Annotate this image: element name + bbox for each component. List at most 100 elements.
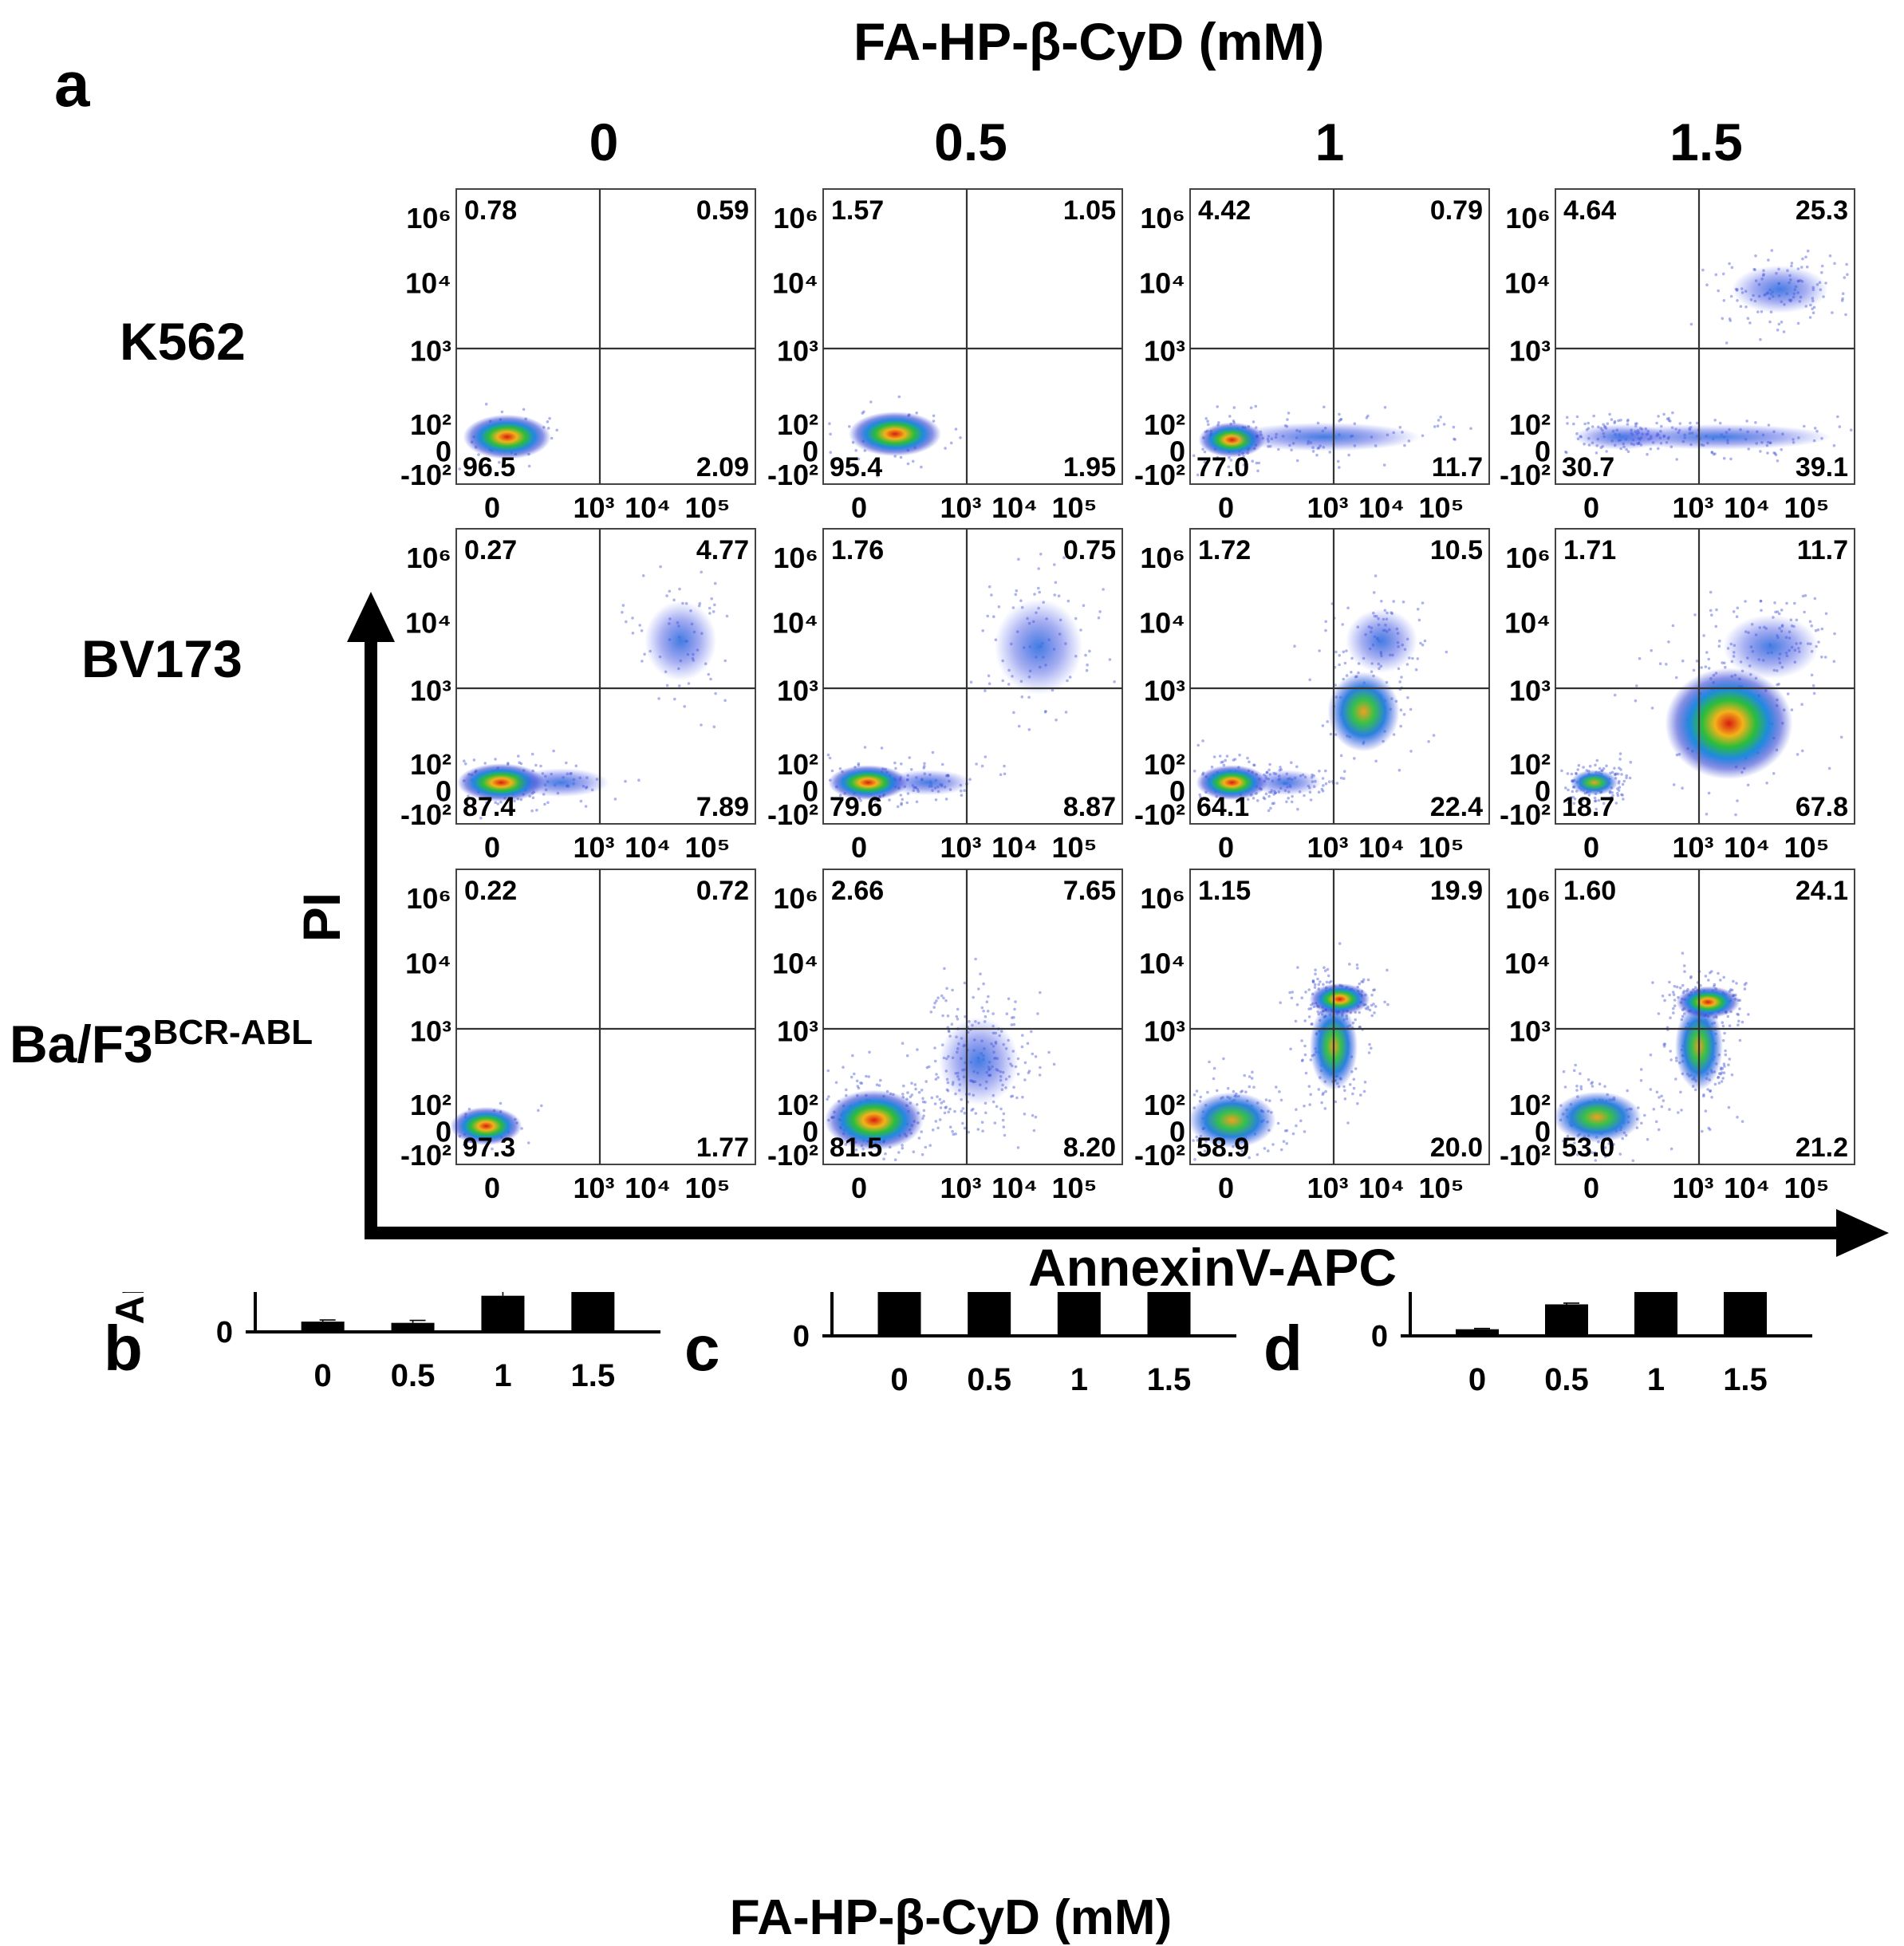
flow-y-tick: 0 bbox=[1535, 1115, 1551, 1148]
bar-x-tick-label: 0 bbox=[314, 1358, 332, 1393]
flow-y-tick: 10² bbox=[1509, 748, 1551, 781]
quadrant-ur-value: 11.7 bbox=[1797, 535, 1848, 565]
density-blob bbox=[1346, 609, 1417, 673]
flow-x-tick: 10³ bbox=[940, 491, 981, 524]
bar-y-tick-label: 0 bbox=[216, 1316, 233, 1349]
flow-y-tick: 10⁴ bbox=[1504, 947, 1551, 979]
quadrant-ul-value: 1.71 bbox=[1563, 535, 1616, 565]
bar-x-tick-label: 0 bbox=[890, 1362, 908, 1397]
flow-x-tick: 10³ bbox=[1672, 491, 1713, 524]
flow-y-tick: 10⁶ bbox=[773, 882, 818, 915]
density-blob bbox=[1250, 770, 1322, 796]
quadrant-ll-value: 95.4 bbox=[830, 452, 882, 483]
bar-chart-k562: 020406080100K562AnnexinV + / PI – (%)00.… bbox=[108, 1292, 660, 1393]
flow-y-tick: 10⁶ bbox=[1140, 542, 1185, 574]
quadrant-ur-value: 0.72 bbox=[696, 876, 749, 906]
flow-y-tick: 10² bbox=[1509, 1089, 1551, 1121]
flow-y-tick: 10⁴ bbox=[1504, 606, 1551, 639]
row-label-k562: K562 bbox=[120, 312, 246, 371]
quadrant-lr-value: 8.87 bbox=[1063, 792, 1116, 822]
bar-y-axis-label: AnnexinV + / PI – (%) bbox=[108, 1292, 152, 1324]
flow-y-tick: 10⁴ bbox=[1504, 266, 1551, 299]
quadrant-ul-value: 0.22 bbox=[464, 876, 517, 906]
flow-y-tick: 10³ bbox=[1144, 335, 1185, 368]
bar-charts-figure: 020406080100K562AnnexinV + / PI – (%)00.… bbox=[108, 1292, 1812, 1945]
flow-x-tick: 0 bbox=[1218, 491, 1234, 524]
row-label-bv173: BV173 bbox=[81, 629, 242, 688]
quadrant-lr-value: 1.77 bbox=[696, 1133, 749, 1163]
bar-x-tick-label: 0 bbox=[1468, 1362, 1486, 1397]
flow-y-tick: -10² bbox=[400, 1139, 451, 1172]
bar bbox=[1057, 1292, 1101, 1336]
quadrant-lr-value: 7.89 bbox=[696, 792, 749, 822]
flow-x-tick: 10⁴ bbox=[1358, 831, 1405, 864]
bar-chart-bv173: 020406080100BV17300.511.5 bbox=[793, 1292, 1236, 1397]
bar-y-tick-label: 0 bbox=[1371, 1320, 1388, 1353]
density-blob bbox=[457, 763, 546, 802]
flow-x-tick: 10³ bbox=[1672, 1172, 1713, 1204]
density-blob bbox=[463, 414, 551, 459]
bar-x-tick-label: 0.5 bbox=[391, 1358, 436, 1393]
flow-y-tick: 10³ bbox=[1144, 675, 1185, 707]
bar bbox=[1545, 1304, 1588, 1336]
flow-x-tick: 10³ bbox=[573, 491, 614, 524]
quadrant-ul-value: 1.15 bbox=[1198, 876, 1251, 906]
quadrant-lr-value: 20.0 bbox=[1430, 1133, 1483, 1163]
flow-x-tick: 0 bbox=[851, 1172, 867, 1204]
dose-header-1: 1 bbox=[1315, 112, 1345, 171]
flow-x-tick: 10⁵ bbox=[1784, 1172, 1830, 1204]
flow-y-tick: 10⁴ bbox=[405, 606, 451, 639]
quadrant-ul-value: 4.64 bbox=[1563, 195, 1616, 226]
flow-y-tick: 10² bbox=[410, 408, 451, 441]
flow-y-tick: 0 bbox=[1535, 774, 1551, 807]
flow-x-tick: 10⁵ bbox=[685, 1172, 731, 1204]
quadrant-ll-value: 96.5 bbox=[463, 452, 515, 483]
flow-y-tick: 10⁶ bbox=[773, 202, 818, 234]
flow-x-tick: 10⁵ bbox=[1784, 831, 1830, 864]
bar-x-tick-label: 0.5 bbox=[1544, 1362, 1589, 1397]
flow-y-tick: 10⁶ bbox=[406, 882, 451, 915]
quadrant-ul-value: 2.66 bbox=[831, 876, 884, 906]
bar bbox=[1724, 1292, 1767, 1336]
flow-y-tick: 10⁶ bbox=[773, 542, 818, 574]
quadrant-lr-value: 22.4 bbox=[1430, 792, 1483, 822]
flow-y-tick: 0 bbox=[1535, 435, 1551, 467]
panel-a-letter: a bbox=[54, 49, 90, 120]
flow-y-tick: 10³ bbox=[410, 1015, 451, 1048]
bar-x-tick-label: 1 bbox=[1647, 1362, 1665, 1397]
flow-y-tick: 10⁴ bbox=[772, 606, 818, 639]
flow-y-tick: -10² bbox=[767, 1139, 818, 1172]
panel-c-letter: c bbox=[684, 1313, 720, 1384]
bar bbox=[968, 1292, 1011, 1336]
density-blob bbox=[450, 1106, 522, 1145]
flow-x-tick: 10⁴ bbox=[1724, 491, 1770, 524]
quadrant-lr-value: 8.20 bbox=[1063, 1133, 1116, 1163]
pi-axis-arrowhead bbox=[347, 592, 395, 642]
flow-y-tick: 10² bbox=[410, 1089, 451, 1121]
flow-y-tick: 10⁴ bbox=[405, 266, 451, 299]
density-blob bbox=[1570, 770, 1618, 796]
density-blob bbox=[645, 601, 717, 681]
flow-y-tick: 10⁴ bbox=[1139, 266, 1185, 299]
flow-y-tick: 10² bbox=[777, 408, 818, 441]
quadrant-lr-value: 11.7 bbox=[1432, 452, 1483, 483]
flow-y-tick: 0 bbox=[436, 1115, 451, 1148]
quadrant-ur-value: 4.77 bbox=[696, 535, 749, 565]
density-blob bbox=[1732, 265, 1828, 313]
flow-y-tick: 10³ bbox=[410, 335, 451, 368]
dose-header-1-5: 1.5 bbox=[1669, 112, 1743, 171]
bar bbox=[391, 1322, 435, 1332]
density-blob bbox=[1608, 423, 1832, 450]
flow-x-tick: 10⁵ bbox=[1784, 491, 1830, 524]
flow-y-tick: -10² bbox=[400, 459, 451, 491]
flow-x-tick: 0 bbox=[1583, 491, 1599, 524]
flow-y-tick: 10⁴ bbox=[772, 947, 818, 979]
quadrant-lr-value: 1.95 bbox=[1063, 452, 1116, 483]
flow-x-tick: 0 bbox=[851, 491, 867, 524]
flow-x-tick: 0 bbox=[851, 831, 867, 864]
